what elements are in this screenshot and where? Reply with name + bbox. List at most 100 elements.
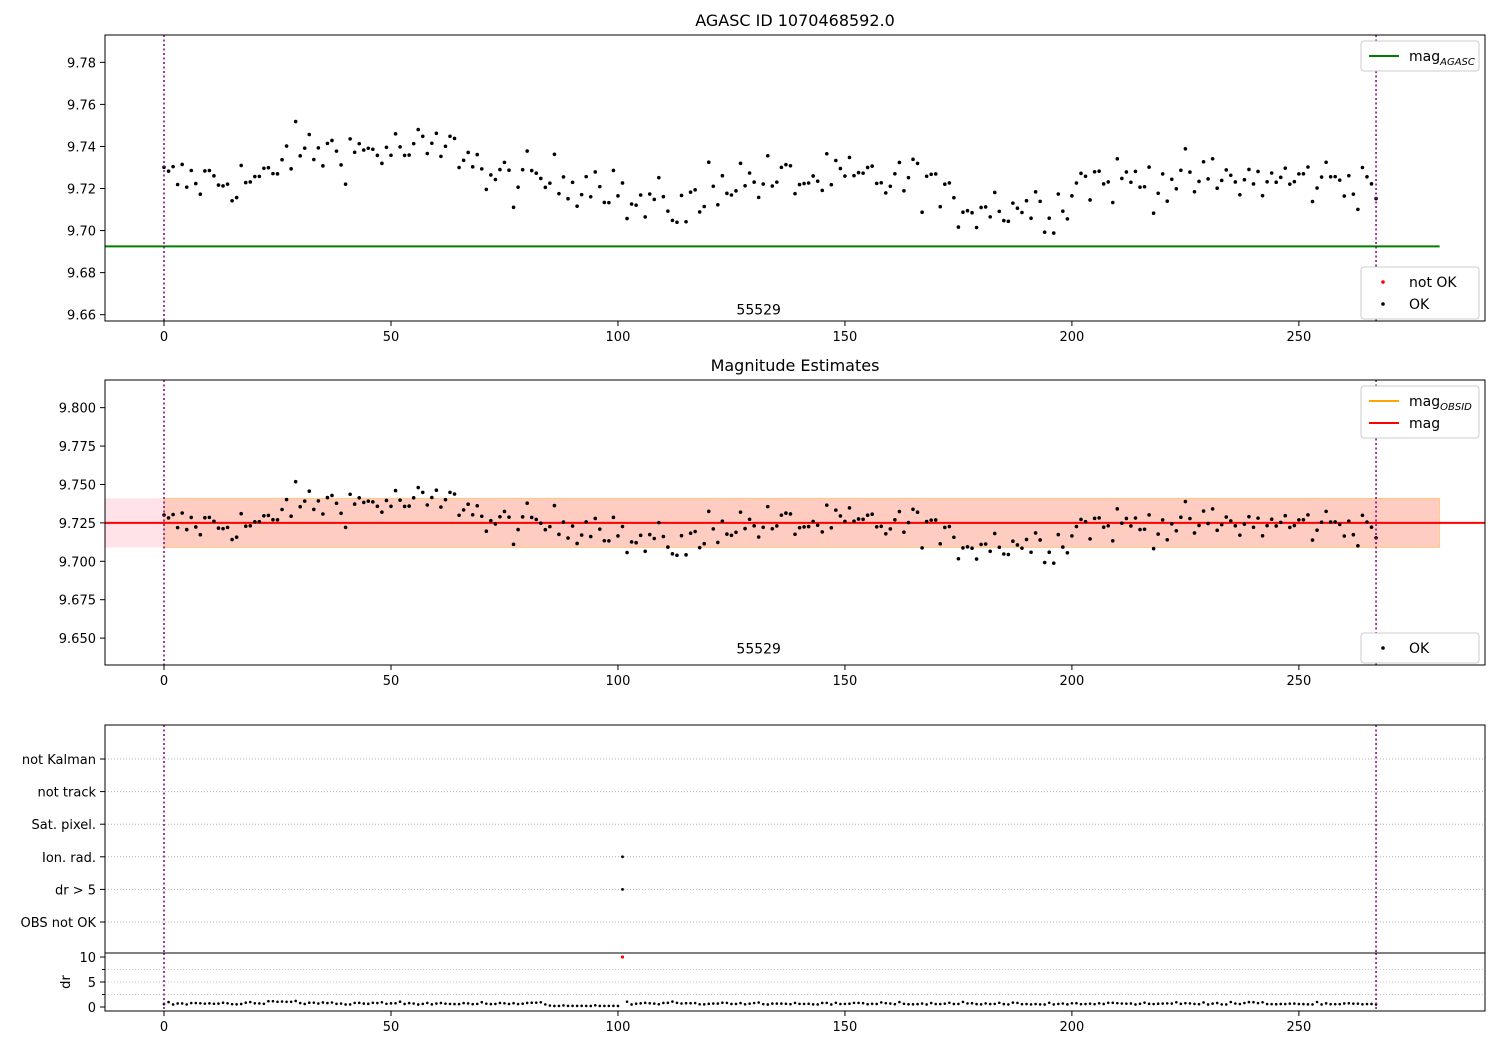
- data-point: [1269, 171, 1274, 175]
- dr-point: [244, 1001, 248, 1005]
- data-point: [171, 512, 175, 517]
- data-point: [847, 506, 852, 510]
- x-tick-label: 100: [606, 674, 631, 689]
- data-point: [420, 134, 425, 139]
- dr-point: [1179, 1002, 1183, 1006]
- data-point: [974, 225, 979, 230]
- data-point: [1138, 527, 1142, 532]
- axes-frame: [104, 34, 1486, 322]
- dr-point: [761, 1002, 765, 1006]
- data-point: [965, 544, 970, 549]
- dr-point: [920, 1002, 924, 1005]
- data-point: [1260, 193, 1265, 198]
- data-point: [716, 202, 720, 207]
- agasc-magnitude-panel: AGASC ID 1070468592.00501001502002503009…: [67, 11, 1486, 345]
- data-point: [933, 172, 938, 176]
- data-point: [1074, 181, 1079, 185]
- data-point: [457, 165, 461, 170]
- data-point: [1333, 520, 1337, 524]
- data-point: [243, 524, 248, 529]
- data-point: [970, 546, 974, 551]
- data-point: [184, 527, 189, 532]
- dr-point: [1038, 1003, 1042, 1006]
- dr-point: [548, 1004, 552, 1007]
- dr-point: [1342, 1002, 1346, 1005]
- dr-point: [1147, 1002, 1151, 1006]
- data-point: [207, 168, 212, 173]
- dr-point: [1061, 1002, 1065, 1005]
- dr-point: [444, 1002, 447, 1005]
- data-point: [534, 171, 539, 176]
- dr-point: [435, 1002, 438, 1005]
- dr-point: [957, 1002, 960, 1006]
- data-point: [643, 549, 647, 554]
- data-point: [248, 523, 253, 528]
- data-point: [275, 172, 280, 176]
- data-point: [352, 502, 357, 506]
- dr-point: [1170, 1002, 1174, 1005]
- data-point: [602, 200, 607, 205]
- data-point: [298, 504, 302, 509]
- dr-point: [453, 1002, 456, 1006]
- data-point: [361, 500, 366, 505]
- data-point: [1033, 531, 1038, 535]
- data-point: [747, 517, 752, 522]
- data-point: [302, 499, 307, 503]
- dr-point: [189, 1001, 193, 1005]
- dr-point: [793, 1001, 797, 1005]
- data-point: [1042, 230, 1047, 235]
- dr-point: [820, 1001, 824, 1005]
- data-point: [1324, 160, 1328, 165]
- dr-point: [1211, 1002, 1214, 1005]
- data-point: [893, 171, 897, 176]
- data-point: [793, 191, 797, 196]
- data-point: [516, 185, 520, 189]
- data-point: [1306, 165, 1310, 169]
- y-tick-label: 9.800: [59, 402, 96, 417]
- data-point: [361, 148, 366, 152]
- dr-point: [830, 1003, 833, 1006]
- dr-point: [662, 1001, 665, 1005]
- dr-point: [1125, 1002, 1128, 1005]
- data-point: [266, 513, 271, 518]
- dr-point: [997, 1001, 1001, 1005]
- data-point: [734, 189, 738, 193]
- data-point: [466, 502, 470, 507]
- dr-point: [889, 1002, 892, 1005]
- data-point: [593, 170, 598, 174]
- data-point: [557, 532, 561, 537]
- data-point: [493, 522, 498, 526]
- data-point: [221, 526, 225, 531]
- dr-point: [321, 1001, 325, 1004]
- data-point: [1283, 513, 1288, 518]
- data-point: [1256, 169, 1260, 174]
- data-point: [943, 525, 947, 530]
- data-point: [1129, 180, 1133, 185]
- data-point: [561, 520, 566, 524]
- data-point: [434, 131, 439, 136]
- data-point: [198, 192, 203, 196]
- data-point: [915, 510, 920, 515]
- data-point: [470, 165, 475, 169]
- dr-point: [362, 1002, 366, 1005]
- data-point: [820, 188, 825, 193]
- category-label: not track: [37, 786, 96, 801]
- data-point: [425, 151, 430, 156]
- data-point: [243, 180, 248, 185]
- data-point: [1070, 194, 1074, 198]
- data-point: [221, 184, 225, 188]
- data-point: [652, 197, 657, 202]
- data-point: [1147, 165, 1151, 169]
- data-point: [843, 174, 847, 178]
- data-point: [1079, 171, 1083, 176]
- legend-label: OK: [1409, 297, 1430, 313]
- data-point: [262, 166, 266, 171]
- data-point: [234, 535, 239, 540]
- dr-point: [280, 1000, 284, 1003]
- dr-point: [1175, 1000, 1178, 1004]
- dr-point: [557, 1004, 561, 1008]
- data-point: [584, 520, 588, 524]
- data-point: [952, 195, 956, 200]
- data-point: [1265, 179, 1269, 184]
- dr-point: [562, 1004, 565, 1007]
